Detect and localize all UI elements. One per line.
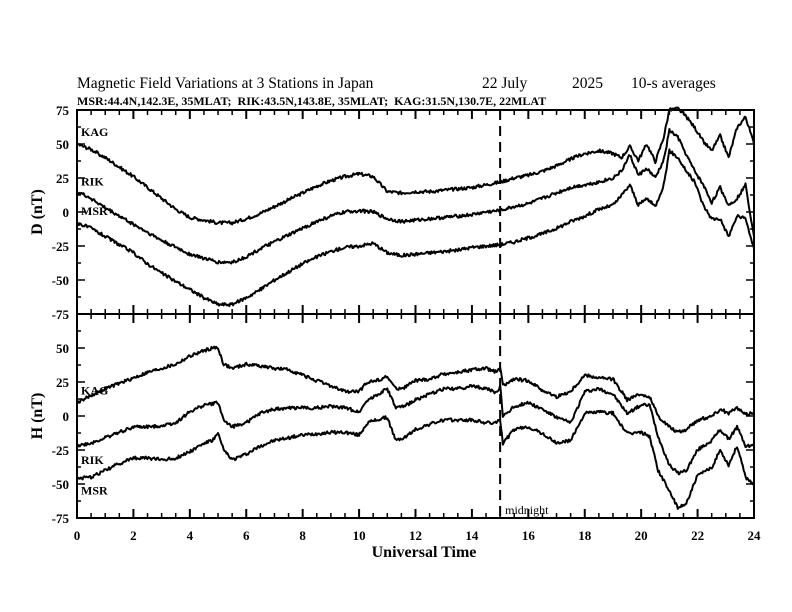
y-tick-label: 0 bbox=[63, 205, 70, 220]
x-tick-label: 8 bbox=[299, 528, 306, 543]
y-axis-label-h: H (nT) bbox=[29, 393, 46, 440]
x-tick-label: 2 bbox=[130, 528, 137, 543]
y-tick-label: -25 bbox=[52, 443, 70, 458]
x-tick-label: 10 bbox=[353, 528, 366, 543]
y-tick-label: 50 bbox=[56, 341, 69, 356]
y-tick-label: 25 bbox=[56, 375, 70, 390]
y-tick-label: 25 bbox=[56, 171, 70, 186]
y-tick-label: -50 bbox=[52, 273, 69, 288]
chart-date-day: 22 July bbox=[482, 75, 527, 92]
station-label-msr: MSR bbox=[81, 484, 108, 498]
x-tick-label: 4 bbox=[187, 528, 194, 543]
series-line-msr bbox=[76, 148, 755, 308]
chart-date-year: 2025 bbox=[572, 75, 603, 92]
chart-title: Magnetic Field Variations at 3 Stations … bbox=[77, 75, 374, 92]
y-tick-label: 75 bbox=[56, 103, 70, 118]
x-tick-label: 16 bbox=[522, 528, 536, 543]
x-tick-label: 20 bbox=[635, 528, 648, 543]
station-label-msr: MSR bbox=[81, 204, 108, 218]
x-tick-label: 22 bbox=[691, 528, 704, 543]
y-tick-label: -50 bbox=[52, 477, 69, 492]
x-tick-label: 6 bbox=[243, 528, 250, 543]
y-tick-label: 50 bbox=[56, 137, 69, 152]
x-tick-label: 0 bbox=[74, 528, 81, 543]
x-tick-label: 12 bbox=[409, 528, 422, 543]
x-axis-label: Universal Time bbox=[372, 544, 477, 561]
station-label-kag: KAG bbox=[81, 125, 108, 139]
station-label-kag: KAG bbox=[81, 383, 108, 397]
chart-subtitle: MSR:44.4N,142.3E, 35MLAT; RIK:43.5N,143.… bbox=[77, 94, 546, 108]
x-tick-label: 14 bbox=[465, 528, 479, 543]
series-line-kag bbox=[76, 106, 755, 226]
y-tick-label: -75 bbox=[52, 511, 70, 526]
y-tick-label: -75 bbox=[52, 307, 70, 322]
midnight-label: midnight bbox=[505, 503, 549, 517]
y-axis-label-d: D (nT) bbox=[29, 189, 46, 235]
series-line-rik bbox=[76, 128, 755, 265]
y-tick-label: -25 bbox=[52, 239, 70, 254]
series-line-rik bbox=[76, 384, 755, 476]
station-label-rik: RIK bbox=[81, 453, 104, 467]
station-label-rik: RIK bbox=[81, 175, 104, 189]
series-line-msr bbox=[76, 409, 755, 510]
y-tick-label: 0 bbox=[63, 409, 70, 424]
panel-d: 75 50 25 0 -25 -50 -75 KAG RIK MSR bbox=[52, 103, 755, 322]
x-tick-label: 24 bbox=[748, 528, 762, 543]
x-tick-label: 18 bbox=[578, 528, 592, 543]
chart-averaging: 10-s averages bbox=[631, 75, 716, 92]
series-line-kag bbox=[76, 345, 755, 434]
